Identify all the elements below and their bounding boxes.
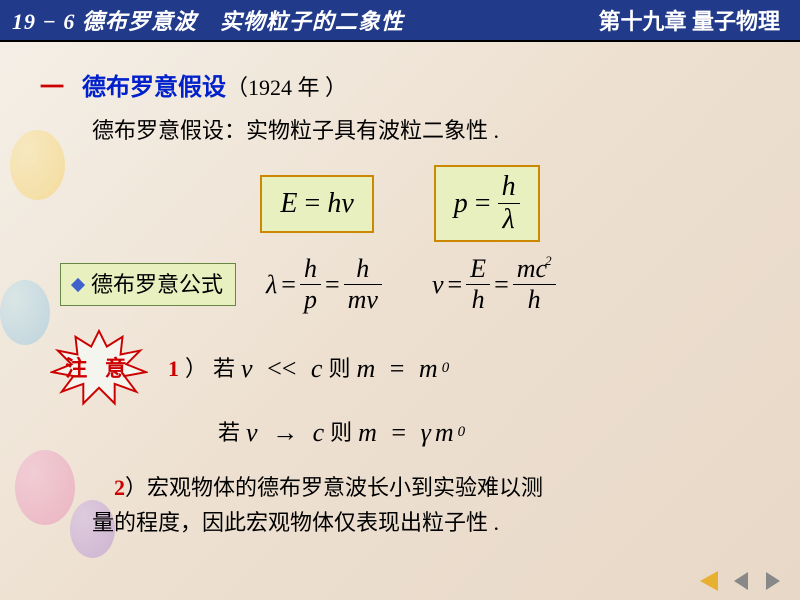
slide-content: 一 德布罗意假设 （1924 年 ） 德布罗意假设：实物粒子具有波粒二象性 . … xyxy=(0,42,800,540)
formula-row: 德布罗意公式 λ= hp = hmv ν= Eh = mc2h xyxy=(60,256,760,313)
section-title: 德布罗意假设 xyxy=(82,70,226,106)
section-heading: 一 德布罗意假设 （1924 年 ） xyxy=(40,70,760,106)
condition-1b: 若 v → c 则 m = γm0 xyxy=(218,413,760,452)
hypothesis-statement: 德布罗意假设：实物粒子具有波粒二象性 . xyxy=(92,114,760,147)
section-number: 一 xyxy=(40,70,64,106)
nav-home-button[interactable] xyxy=(696,570,722,592)
header-left: 19 − 6 德布罗意波 实物粒子的二象性 xyxy=(0,4,598,36)
note-row: 注 意 1） 若 v << c 则 m = m0 xyxy=(50,329,760,407)
equation-momentum: p = hλ xyxy=(434,165,540,242)
nav-prev-button[interactable] xyxy=(728,570,754,592)
starburst-callout: 注 意 xyxy=(50,329,148,407)
note-label: 注 意 xyxy=(65,352,133,385)
header-right: 第十九章 量子物理 xyxy=(598,4,800,36)
section-year: （1924 年 ） xyxy=(226,71,347,104)
diamond-icon xyxy=(71,277,85,291)
nu-formula: ν= Eh = mc2h xyxy=(432,256,556,313)
lambda-formula: λ= hp = hmv xyxy=(266,256,382,313)
boxed-equations: E = hν p = hλ xyxy=(40,165,760,242)
condition-2: 2）宏观物体的德布罗意波长小到实验难以测量的程度，因此宏观物体仅表现出粒子性 . xyxy=(92,470,726,540)
slide-header: 19 − 6 德布罗意波 实物粒子的二象性 第十九章 量子物理 xyxy=(0,0,800,42)
formula-label-box: 德布罗意公式 xyxy=(60,263,236,306)
nav-controls xyxy=(696,570,786,592)
formula-label: 德布罗意公式 xyxy=(91,268,223,301)
condition-1: 1） 若 v << c 则 m = m0 xyxy=(168,349,449,388)
nav-next-button[interactable] xyxy=(760,570,786,592)
equation-energy: E = hν xyxy=(260,175,373,233)
